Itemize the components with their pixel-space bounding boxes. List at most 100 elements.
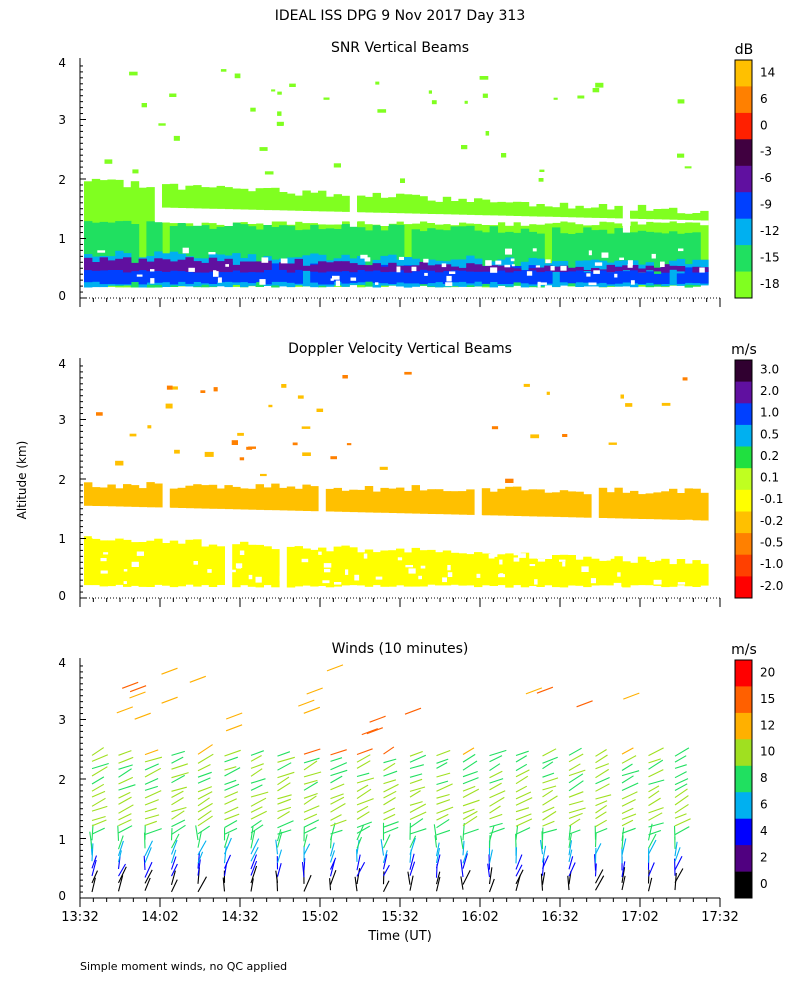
- heatmap-cell: [185, 265, 194, 284]
- wind-barb: [129, 691, 146, 699]
- heatmap-cell: [286, 267, 296, 283]
- heatmap-cell: [154, 483, 163, 521]
- heatmap-cell: [169, 261, 179, 271]
- heatmap-cell: [271, 227, 280, 288]
- heatmap-cell: [403, 552, 413, 587]
- heatmap-cell: [544, 265, 553, 272]
- wind-barb: [674, 826, 690, 836]
- wind-barb: [647, 877, 653, 892]
- heatmap-cell: [318, 261, 327, 273]
- hole: [228, 569, 236, 573]
- heatmap-cell: [676, 266, 686, 272]
- gap-cell: [232, 509, 241, 537]
- wind-barb: [197, 764, 211, 772]
- speck: [677, 99, 685, 104]
- heatmap-cell: [505, 553, 514, 588]
- wind-barb: [383, 758, 397, 764]
- heatmap-cell: [513, 266, 522, 283]
- wind-barb: [542, 748, 557, 757]
- wind-barb: [407, 871, 411, 885]
- wind-barb: [595, 754, 608, 764]
- wind-barb: [224, 806, 239, 814]
- wind-barb: [91, 859, 97, 877]
- gap-cell: [193, 208, 202, 226]
- wind-barb: [303, 779, 318, 785]
- speck: [684, 166, 692, 169]
- gap-cell: [162, 207, 171, 223]
- heatmap-cell: [700, 492, 709, 522]
- heatmap-cell: [91, 538, 101, 586]
- speck: [268, 404, 273, 408]
- heatmap-cell: [559, 269, 569, 283]
- heatmap-cell: [411, 229, 420, 286]
- gap-cell: [591, 517, 600, 539]
- hole: [375, 282, 379, 285]
- heatmap-cell: [700, 210, 709, 285]
- wind-barb: [383, 864, 390, 877]
- heatmap-cell: [169, 540, 179, 588]
- wind-barb: [595, 783, 610, 792]
- wind-barb: [197, 753, 214, 764]
- heatmap-cell: [520, 490, 530, 522]
- wind-barb: [326, 664, 344, 672]
- heatmap-cell: [653, 492, 662, 520]
- heatmap-cell: [271, 549, 280, 588]
- hole: [534, 579, 538, 585]
- heatmap-cell: [497, 268, 506, 284]
- heatmap-cell: [528, 265, 537, 285]
- wind-barb: [568, 829, 581, 835]
- gap-cell: [645, 219, 654, 222]
- snr-colorbar-unit: dB: [735, 42, 754, 58]
- wind-barb: [409, 861, 416, 876]
- heatmap-cell: [442, 491, 452, 522]
- wind-barb: [306, 687, 323, 695]
- wind-barb: [171, 772, 189, 779]
- wind-barb: [277, 771, 295, 779]
- heatmap-cell: [279, 225, 288, 286]
- heatmap-cell: [349, 226, 358, 286]
- heatmap-cell: [520, 270, 530, 284]
- wind-barb: [224, 827, 238, 835]
- heatmap-cell: [115, 258, 124, 270]
- gap-cell: [396, 513, 405, 541]
- hole: [447, 572, 453, 577]
- gap-cell: [177, 508, 186, 539]
- hole: [498, 574, 505, 578]
- wind-barb: [489, 770, 503, 779]
- gap-cell: [279, 510, 288, 538]
- gap-cell: [559, 217, 569, 222]
- hole: [441, 263, 447, 268]
- wind-barb: [462, 788, 480, 798]
- heatmap-cell: [497, 554, 506, 586]
- gap-cell: [286, 210, 296, 225]
- winds-colorbar-unit: m/s: [731, 642, 757, 658]
- heatmap-cell: [528, 268, 537, 271]
- heatmap-cell: [411, 485, 420, 520]
- wind-barb: [171, 810, 185, 820]
- wind-barb: [568, 807, 586, 814]
- wind-barb: [536, 686, 554, 694]
- wind-barb: [356, 784, 369, 792]
- hole: [217, 277, 222, 283]
- winds-panel: Winds (10 minutes) 0 1 2 3 4 13:32 14:02…: [58, 641, 775, 925]
- gap-cell: [333, 511, 342, 538]
- wind-barb: [541, 855, 549, 869]
- colorbar-label: 8: [760, 771, 768, 785]
- heatmap-cell: [442, 230, 452, 288]
- wind-barb: [621, 827, 636, 834]
- wind-barb: [436, 818, 450, 829]
- heatmap-cell: [489, 491, 498, 521]
- gap-cell: [528, 516, 537, 539]
- heatmap-cell: [123, 261, 132, 285]
- colorbar-swatch: [735, 712, 752, 740]
- hole: [678, 248, 684, 252]
- heatmap-cell: [661, 233, 670, 286]
- wind-barb: [568, 833, 572, 848]
- speck: [231, 440, 238, 445]
- wind-barb: [674, 747, 690, 757]
- wind-barb: [277, 776, 290, 786]
- wind-barb: [171, 750, 185, 756]
- speck: [165, 403, 173, 409]
- heatmap-cell: [333, 487, 342, 521]
- wind-barb: [226, 712, 243, 720]
